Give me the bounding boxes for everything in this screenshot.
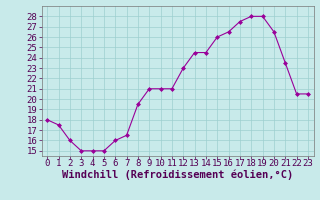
X-axis label: Windchill (Refroidissement éolien,°C): Windchill (Refroidissement éolien,°C) bbox=[62, 169, 293, 180]
